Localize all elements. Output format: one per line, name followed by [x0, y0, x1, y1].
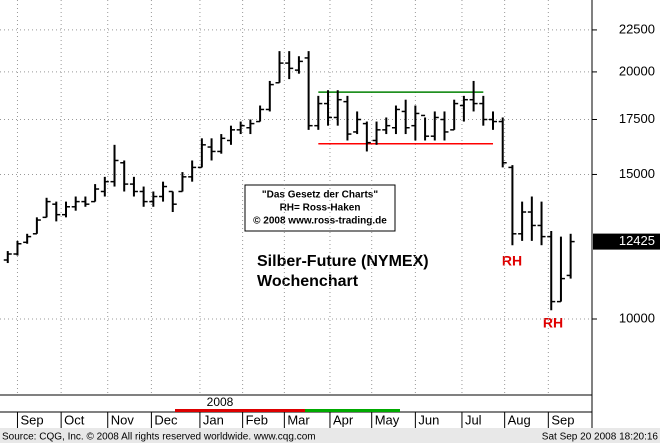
box-line: RH= Ross-Haken — [280, 203, 361, 214]
x-tick-label: Oct — [64, 412, 85, 427]
y-tick-label: 10000 — [619, 310, 655, 325]
x-tick-label: Nov — [111, 412, 135, 427]
last-price-box — [593, 233, 660, 250]
annotation: RH — [502, 253, 522, 269]
y-tick-label: 15000 — [619, 166, 655, 181]
y-tick-label: 17500 — [619, 111, 655, 126]
info-box — [244, 184, 396, 232]
last-price-label: 12425 — [619, 233, 655, 248]
quarter-bar — [305, 409, 400, 412]
box-line: © 2008 www.ross-trading.de — [253, 216, 387, 227]
x-tick-label: Feb — [246, 412, 268, 427]
x-tick-label: May — [375, 412, 400, 427]
x-tick-label: Sep — [20, 412, 43, 427]
x-tick-label: Jul — [465, 412, 482, 427]
x-tick-label: Sep — [551, 412, 574, 427]
x-tick-label: Mar — [287, 412, 310, 427]
box-line: "Das Gesetz der Charts" — [262, 190, 378, 201]
y-tick-label: 20000 — [619, 63, 655, 78]
source: Source: CQG, Inc. © 2008 All rights rese… — [2, 432, 316, 443]
chart-subtitle: Wochenchart — [257, 273, 359, 290]
annotation: RH — [543, 315, 563, 331]
x-tick-label: Aug — [508, 412, 531, 427]
x-tick-label: Apr — [333, 412, 354, 427]
x-tick-label: Jan — [203, 412, 224, 427]
year-label: 2008 — [207, 395, 234, 409]
x-tick-label: Jun — [418, 412, 439, 427]
timestamp: Sat Sep 20 2008 18:20:16 — [542, 432, 659, 443]
chart-title: Silber-Future (NYMEX) — [257, 253, 429, 270]
x-tick-label: Dec — [154, 412, 178, 427]
quarter-bar — [175, 409, 305, 412]
footer-bar — [0, 428, 660, 443]
y-tick-label: 22500 — [619, 21, 655, 36]
